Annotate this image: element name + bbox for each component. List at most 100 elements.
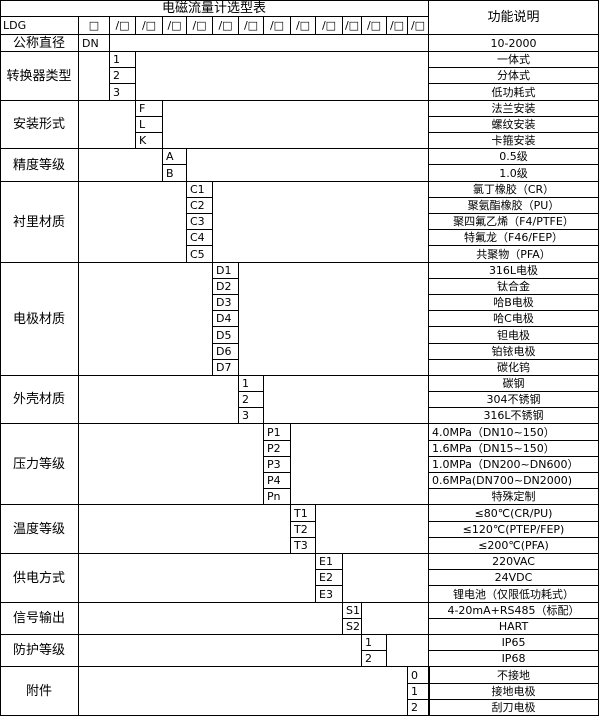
option-code: 1 [408, 684, 429, 700]
option-code: P4 [264, 473, 291, 489]
option-code: C5 [187, 246, 213, 263]
table-title: 电磁流量计选型表 [0, 0, 429, 17]
blank-cell [79, 182, 187, 263]
blank-cell [79, 101, 136, 149]
option-description: IP65 [429, 635, 599, 651]
blank-cell [213, 182, 429, 263]
option-description: 1.0级 [429, 165, 599, 182]
option-description: ≤200℃(PFA) [429, 538, 599, 554]
blank-cell [79, 667, 408, 716]
blank-cell [79, 263, 213, 376]
model-code-box: /□ [239, 17, 264, 35]
blank-cell [239, 263, 429, 376]
option-code: D4 [213, 311, 239, 327]
option-code: 1 [362, 635, 387, 651]
option-description: 低功耗式 [429, 84, 599, 101]
model-code-box: /□ [387, 17, 408, 35]
option-description: 特氟龙（F46/FEP） [429, 230, 599, 246]
option-description: 螺纹安装 [429, 117, 599, 133]
option-code: 2 [362, 651, 387, 667]
option-description: 4-20mA+RS485（标配） [429, 603, 599, 619]
option-code: D2 [213, 279, 239, 295]
option-description: 316L不锈钢 [429, 408, 599, 424]
option-description: 哈B电极 [429, 295, 599, 311]
option-description: 碳钢 [429, 376, 599, 392]
group-label: 精度等级 [0, 149, 79, 182]
blank-cell [79, 149, 163, 182]
option-description: 哈C电极 [429, 311, 599, 327]
option-description: 一体式 [429, 52, 599, 68]
blank-cell [316, 505, 429, 554]
blank-cell [79, 505, 291, 554]
model-code-box: /□ [110, 17, 136, 35]
model-code-box: /□ [316, 17, 343, 35]
option-description: 0.6MPa(DN700~DN2000) [429, 473, 599, 489]
option-description: 316L电极 [429, 263, 599, 279]
option-code: A [163, 149, 187, 165]
option-description: 接地电极 [429, 684, 599, 700]
blank-cell [79, 635, 362, 667]
group-label: 供电方式 [0, 554, 79, 603]
code-cell: DN [79, 35, 110, 52]
option-code: T2 [291, 522, 316, 538]
model-code-box: /□ [213, 17, 239, 35]
option-description: 钛合金 [429, 279, 599, 295]
option-code: D5 [213, 327, 239, 344]
group-label: 外壳材质 [0, 376, 79, 424]
group-label: 电极材质 [0, 263, 79, 376]
option-description: 共聚物（PFA） [429, 246, 599, 263]
blank-cell [264, 376, 429, 424]
model-code-box: /□ [343, 17, 362, 35]
model-code-box: /□ [163, 17, 187, 35]
model-code-box: /□ [136, 17, 163, 35]
option-description: 1.6MPa（DN15~150） [429, 441, 599, 457]
model-code-box: /□ [362, 17, 387, 35]
row-label: 公称直径 [0, 35, 79, 52]
model-code-box: /□ [264, 17, 291, 35]
model-code-box: □ [79, 17, 110, 35]
option-code: E3 [316, 586, 343, 603]
model-code-box: /□ [408, 17, 429, 35]
model-code-box: /□ [291, 17, 316, 35]
option-description: 聚四氟乙烯（F4/PTFE） [429, 214, 599, 230]
option-description: HART [429, 619, 599, 635]
option-code: 0 [408, 667, 429, 684]
option-code: Pn [264, 489, 291, 505]
option-code: E1 [316, 554, 343, 570]
option-code: B [163, 165, 187, 182]
option-description: 304不锈钢 [429, 392, 599, 408]
option-code: T3 [291, 538, 316, 554]
blank-cell [291, 424, 429, 505]
option-description: IP68 [429, 651, 599, 667]
blank-cell [362, 603, 429, 635]
option-code: 2 [239, 392, 264, 408]
group-label: 信号输出 [0, 603, 79, 635]
group-label: 附件 [0, 667, 79, 716]
option-code: P1 [264, 424, 291, 441]
group-label: 安装形式 [0, 101, 79, 149]
option-code: L [136, 117, 163, 133]
blank-cell [79, 52, 110, 101]
option-code: D1 [213, 263, 239, 279]
blank-cell [79, 424, 264, 505]
option-code: C1 [187, 182, 213, 198]
option-code: 2 [110, 68, 136, 84]
blank-cell [343, 554, 429, 603]
option-description: 220VAC [429, 554, 599, 570]
description-header: 功能说明 [429, 0, 599, 35]
option-description: 聚氨酯橡胶（PU） [429, 198, 599, 214]
model-code-box: /□ [187, 17, 213, 35]
option-description: 1.0MPa（DN200~DN600） [429, 457, 599, 473]
option-description: 分体式 [429, 68, 599, 84]
option-description: ≤120℃(PTEP/FEP) [429, 522, 599, 538]
blank-cell [387, 635, 429, 667]
option-code: 3 [110, 84, 136, 101]
option-description: 钽电极 [429, 327, 599, 344]
option-code: K [136, 133, 163, 149]
option-code: C2 [187, 198, 213, 214]
blank-cell [79, 554, 316, 603]
option-description: 24VDC [429, 570, 599, 586]
option-description: 刮刀电极 [429, 700, 599, 716]
group-label: 转换器类型 [0, 52, 79, 101]
